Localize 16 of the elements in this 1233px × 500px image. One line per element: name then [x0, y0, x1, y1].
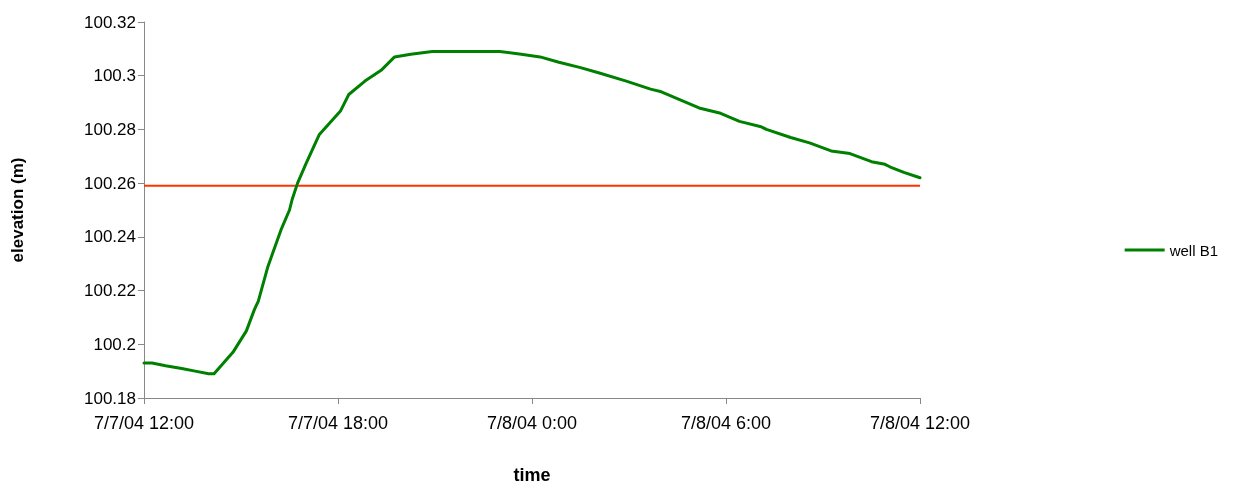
y-tick-label: 100.24 [84, 227, 136, 247]
legend-label: well B1 [1168, 241, 1218, 259]
y-tick-label: 100.2 [93, 334, 136, 354]
y-axis-title: elevation (m) [8, 157, 27, 263]
y-tick-label: 100.28 [84, 119, 136, 139]
y-tick-label: 100.22 [84, 281, 136, 301]
x-tick-label: 7/8/04 0:00 [486, 413, 578, 433]
y-tick-label: 100.32 [84, 12, 136, 32]
y-tick-label: 100.26 [84, 173, 136, 193]
x-tick-label: 7/7/04 12:00 [93, 413, 195, 433]
x-tick-label: 7/7/04 18:00 [287, 413, 389, 433]
x-tick-label: 7/8/04 6:00 [680, 413, 772, 433]
x-axis-title: time [513, 465, 551, 485]
y-tick-label: 100.3 [93, 66, 136, 86]
y-tick-label: 100.18 [84, 388, 136, 408]
x-tick-label: 7/8/04 12:00 [869, 413, 971, 433]
